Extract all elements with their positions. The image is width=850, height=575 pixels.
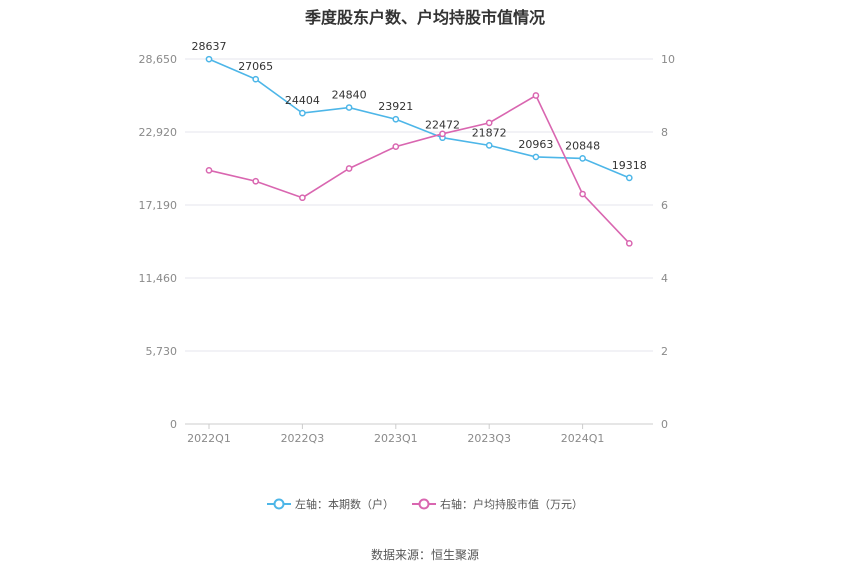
grid-lines [185, 58, 653, 425]
avg-value-point [439, 130, 446, 138]
households-data-label: 28637 [192, 40, 227, 53]
avg-value-point [345, 165, 353, 172]
legend-item-avg-value[interactable]: 右轴：户均持股市值（万元） [412, 496, 583, 512]
avg-value-point [205, 166, 213, 174]
x-axis: 2022Q1 2022Q3 2023Q1 2023Q3 2024Q1 [187, 424, 604, 445]
left-axis-ticks: 0 5,730 11,460 17,190 22,920 28,650 [139, 53, 178, 431]
households-point [485, 142, 493, 149]
x-tick-label: 2022Q1 [187, 432, 231, 445]
avg-value-point [625, 239, 633, 247]
left-tick-label: 22,920 [139, 126, 178, 139]
households-point [205, 55, 213, 63]
right-tick-label: 4 [661, 272, 668, 285]
households-data-label: 20848 [565, 139, 600, 152]
right-axis-ticks: 0 2 4 6 8 10 [661, 53, 675, 431]
households-data-label: 22472 [425, 119, 460, 132]
chart-title: 季度股东户数、户均持股市值情况 [304, 8, 545, 27]
households-point [392, 115, 400, 123]
left-tick-label: 5,730 [146, 345, 178, 358]
avg-value-point [299, 194, 306, 202]
x-tick-label: 2023Q3 [467, 432, 511, 445]
households-data-label: 23921 [378, 100, 413, 113]
left-tick-label: 0 [170, 418, 177, 431]
households-data-label: 27065 [238, 60, 273, 73]
households-line [208, 58, 630, 179]
avg-value-point [579, 190, 586, 198]
data-source: 数据来源：恒生聚源 [370, 548, 479, 562]
series-layer [205, 55, 633, 247]
legend-line-circle-icon [267, 498, 291, 510]
right-tick-label: 6 [661, 199, 668, 212]
households-data-label: 21872 [472, 126, 507, 139]
households-data-label: 20963 [518, 138, 553, 151]
households-point [625, 174, 633, 182]
legend: 左轴：本期数（户） 右轴：户均持股市值（万元） [0, 496, 850, 512]
left-tick-label: 11,460 [139, 272, 178, 285]
right-tick-label: 2 [661, 345, 668, 358]
legend-line-circle-icon [412, 498, 436, 510]
left-tick-label: 17,190 [139, 199, 178, 212]
x-tick-label: 2022Q3 [281, 432, 325, 445]
households-point [345, 104, 353, 111]
legend-item-households[interactable]: 左轴：本期数（户） [267, 496, 394, 512]
left-tick-label: 28,650 [139, 53, 178, 66]
x-tick-label: 2023Q1 [374, 432, 418, 445]
households-data-label: 24404 [285, 94, 320, 107]
households-data-label: 19318 [612, 159, 647, 172]
legend-label-avg-value: 右轴：户均持股市值（万元） [440, 498, 583, 511]
households-point [532, 153, 540, 161]
legend-label-households: 左轴：本期数（户） [295, 498, 394, 511]
data-labels: 28637 27065 24404 24840 23921 22472 21872 20963… [192, 40, 647, 172]
households-point [252, 75, 260, 83]
avg-value-line [208, 94, 630, 244]
right-tick-label: 10 [661, 53, 675, 66]
x-tick-label: 2024Q1 [561, 432, 605, 445]
households-point [579, 155, 586, 162]
right-tick-label: 0 [661, 418, 668, 431]
avg-value-point [532, 92, 540, 99]
right-tick-label: 8 [661, 126, 668, 139]
avg-value-point [392, 143, 400, 150]
avg-value-point [485, 119, 493, 127]
avg-value-point [252, 177, 260, 185]
households-data-label: 24840 [332, 89, 367, 102]
households-point [299, 109, 306, 117]
